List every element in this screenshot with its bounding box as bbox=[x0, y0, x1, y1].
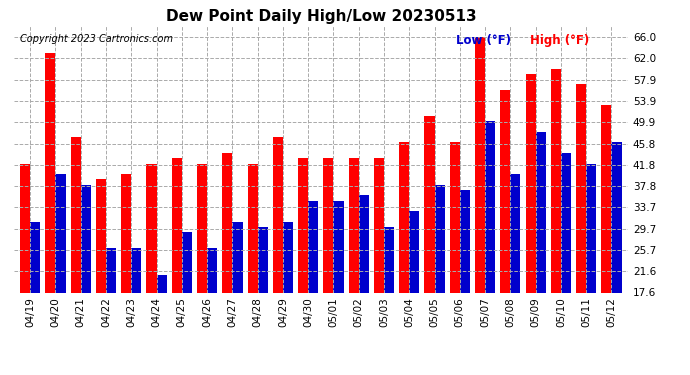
Bar bbox=[233, 222, 242, 292]
Bar bbox=[121, 174, 131, 292]
Bar bbox=[20, 164, 30, 292]
Bar bbox=[248, 164, 257, 292]
Bar bbox=[424, 116, 435, 292]
Title: Dew Point Daily High/Low 20230513: Dew Point Daily High/Low 20230513 bbox=[166, 9, 476, 24]
Bar bbox=[324, 158, 333, 292]
Bar bbox=[586, 164, 596, 292]
Bar bbox=[359, 195, 369, 292]
Text: Low (°F): Low (°F) bbox=[456, 34, 511, 47]
Bar bbox=[197, 164, 207, 292]
Bar bbox=[535, 132, 546, 292]
Bar bbox=[384, 227, 394, 292]
Bar bbox=[374, 158, 384, 292]
Bar bbox=[172, 158, 182, 292]
Bar bbox=[308, 201, 318, 292]
Bar bbox=[500, 90, 511, 292]
Bar bbox=[273, 137, 283, 292]
Bar bbox=[81, 185, 91, 292]
Bar bbox=[283, 222, 293, 292]
Bar bbox=[182, 232, 192, 292]
Bar bbox=[450, 142, 460, 292]
Bar bbox=[460, 190, 470, 292]
Bar bbox=[348, 158, 359, 292]
Bar bbox=[511, 174, 520, 292]
Bar bbox=[333, 201, 344, 292]
Bar bbox=[409, 211, 420, 292]
Bar bbox=[96, 180, 106, 292]
Bar bbox=[561, 153, 571, 292]
Bar bbox=[526, 74, 535, 292]
Bar bbox=[131, 248, 141, 292]
Bar bbox=[106, 248, 116, 292]
Bar bbox=[611, 142, 622, 292]
Bar bbox=[30, 222, 40, 292]
Bar bbox=[485, 122, 495, 292]
Bar bbox=[55, 174, 66, 292]
Bar bbox=[46, 53, 55, 292]
Bar bbox=[576, 84, 586, 292]
Bar bbox=[298, 158, 308, 292]
Bar bbox=[222, 153, 233, 292]
Bar bbox=[70, 137, 81, 292]
Text: Copyright 2023 Cartronics.com: Copyright 2023 Cartronics.com bbox=[20, 34, 173, 44]
Bar bbox=[551, 69, 561, 292]
Bar bbox=[602, 105, 611, 292]
Text: High (°F): High (°F) bbox=[530, 34, 589, 47]
Bar bbox=[257, 227, 268, 292]
Bar bbox=[400, 142, 409, 292]
Bar bbox=[146, 164, 157, 292]
Bar bbox=[475, 37, 485, 292]
Bar bbox=[207, 248, 217, 292]
Bar bbox=[435, 185, 444, 292]
Bar bbox=[157, 274, 167, 292]
